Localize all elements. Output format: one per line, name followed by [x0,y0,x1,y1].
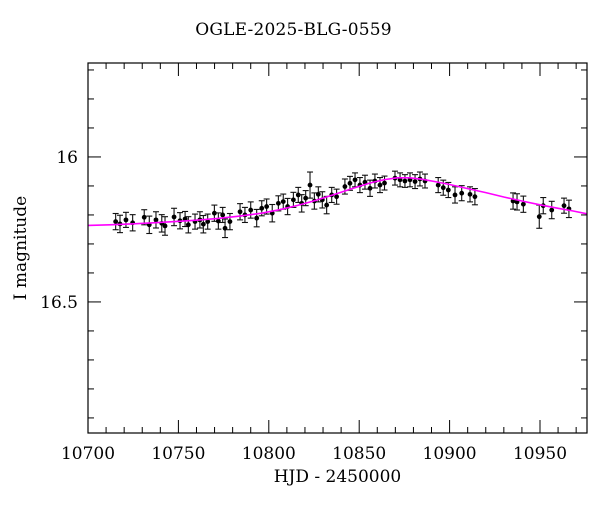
data-point [113,219,119,225]
data-point [435,182,441,188]
y-tick-label: 16.5 [40,293,78,313]
data-point [459,190,465,196]
data-point [303,195,309,201]
chart-title: OGLE-2025-BLG-0559 [195,20,392,40]
data-point [377,182,383,188]
data-point [472,194,478,200]
data-point [254,215,260,221]
data-point [227,219,233,225]
data-point [123,217,129,223]
data-point [307,182,313,188]
data-point [259,205,265,211]
data-point [445,187,451,193]
data-point [549,207,555,213]
y-tick-label: 16 [56,148,78,168]
data-point [153,217,159,223]
data-point [334,194,339,200]
data-point [536,214,542,220]
data-point [520,201,526,207]
data-point [324,202,330,208]
data-point [290,197,296,203]
y-axis-label: I magnitude [11,195,31,301]
data-point [382,180,387,186]
model-curve [87,177,588,227]
data-point [352,177,358,183]
data-point [452,192,458,198]
x-tick-label: 10750 [151,444,205,464]
data-point [205,219,211,225]
data-point [237,209,243,215]
x-axis-label: HJD - 2450000 [273,467,402,487]
data-point [412,179,418,184]
data-point [200,221,206,227]
data-point [264,204,270,209]
data-point [215,218,221,224]
data-point [342,184,348,189]
data-point [347,180,353,186]
x-tick-label: 10850 [332,444,386,464]
plot-frame [87,62,588,434]
data-point [141,214,147,220]
data-point [222,225,228,231]
data-point [561,203,567,209]
data-point [162,223,168,229]
data-point [367,185,373,191]
x-tick-label: 10950 [513,444,567,464]
x-tick-label: 10700 [61,444,115,464]
data-point [467,191,473,197]
data-point [402,178,408,184]
data-point [275,200,281,206]
data-point [397,177,403,183]
data-point [211,210,217,216]
data-point [295,192,301,198]
x-tick-label: 10800 [242,444,296,464]
data-point [315,191,321,197]
data-point [171,214,177,220]
data-point [220,212,226,218]
x-tick-label: 10900 [423,444,477,464]
data-point [185,222,191,228]
data-point [440,185,446,191]
data-point [248,207,254,213]
data-point [280,199,286,205]
